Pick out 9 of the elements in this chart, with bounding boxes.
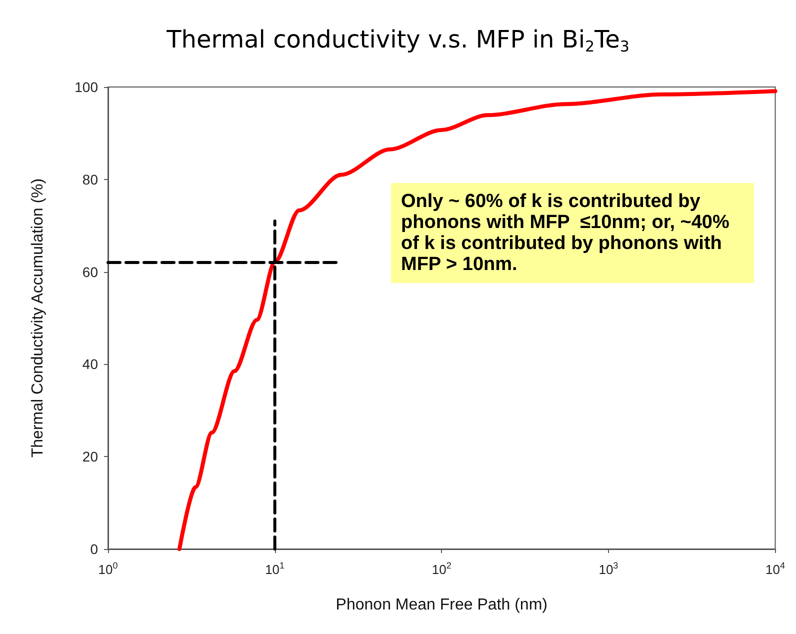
- y-tick-label: 100: [74, 79, 98, 95]
- y-axis-title: Thermal Conductivity Accumulation (%): [30, 178, 46, 458]
- y-tick-label: 60: [82, 264, 98, 280]
- y-tick-label: 0: [90, 541, 98, 557]
- y-tick-label: 80: [82, 171, 98, 188]
- y-tick-label: 40: [82, 356, 98, 372]
- annotation: Only ~ 60% of k is contributed by phonons with MFP ≤10nm; or, ~40% of k is contributed by phonons with MFP > 10nm.: [401, 191, 735, 275]
- x-axis-title: Phonon Mean Free Path (nm): [336, 596, 548, 614]
- y-tick-label: 20: [82, 448, 98, 465]
